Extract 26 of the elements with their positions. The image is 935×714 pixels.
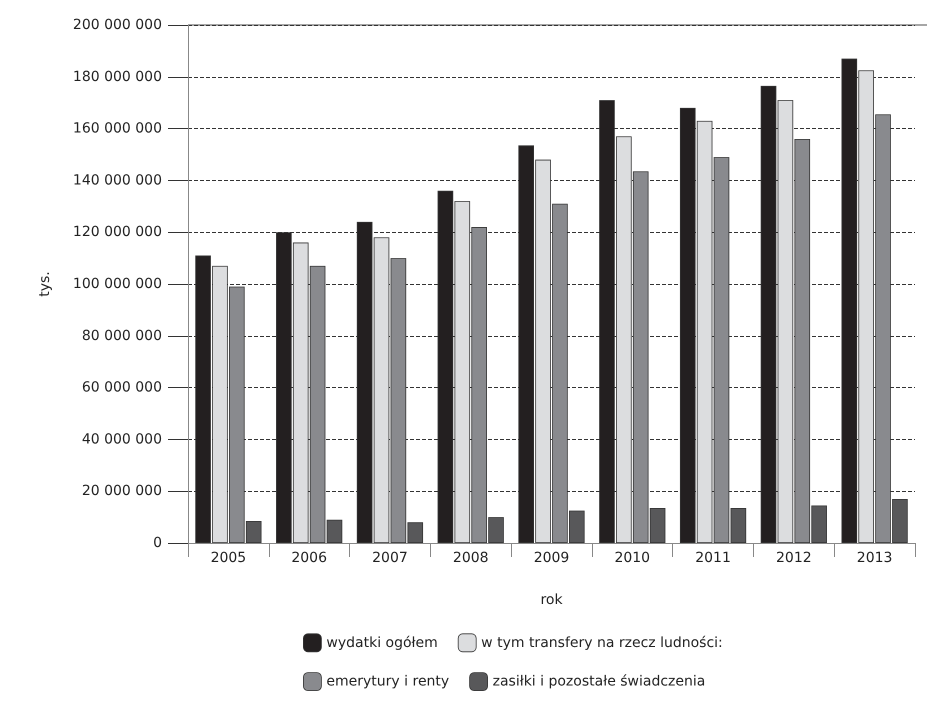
y-tick-label: 20 000 000 [82, 483, 162, 500]
x-tick-label: 2011 [695, 550, 731, 566]
y-tick-label: 100 000 000 [72, 276, 162, 292]
y-tick-label: 200 000 000 [72, 17, 162, 33]
x-axis-title: rok [540, 592, 564, 608]
legend-label: emerytury i renty [326, 674, 450, 690]
y-tick-label: 0 [153, 535, 162, 551]
y-axis-title: tys. [37, 271, 53, 297]
x-tick-label: 2013 [856, 550, 892, 566]
y-tick-label: 120 000 000 [72, 224, 162, 240]
legend-label: wydatki ogółem [326, 634, 438, 651]
x-tick-label: 2005 [210, 550, 246, 566]
x-tick-label: 2012 [776, 550, 812, 566]
y-tick-label: 80 000 000 [82, 328, 162, 344]
legend-label: w tym transfery na rzecz ludności: [481, 634, 723, 651]
x-tick-label: 2010 [614, 550, 650, 566]
x-tick-label: 2007 [372, 550, 408, 566]
x-tick-label: 2006 [291, 550, 328, 566]
y-tick-label: 40 000 000 [82, 431, 162, 448]
x-tick-label: 2008 [452, 550, 489, 566]
y-tick-label: 60 000 000 [82, 380, 162, 396]
x-tick-label: 2009 [534, 550, 570, 566]
y-tick-label: 140 000 000 [72, 172, 162, 188]
y-tick-label: 180 000 000 [72, 68, 162, 85]
legend-label: zasiłki i pozostałe świadczenia [492, 674, 706, 690]
y-tick-label: 160 000 000 [72, 120, 162, 137]
